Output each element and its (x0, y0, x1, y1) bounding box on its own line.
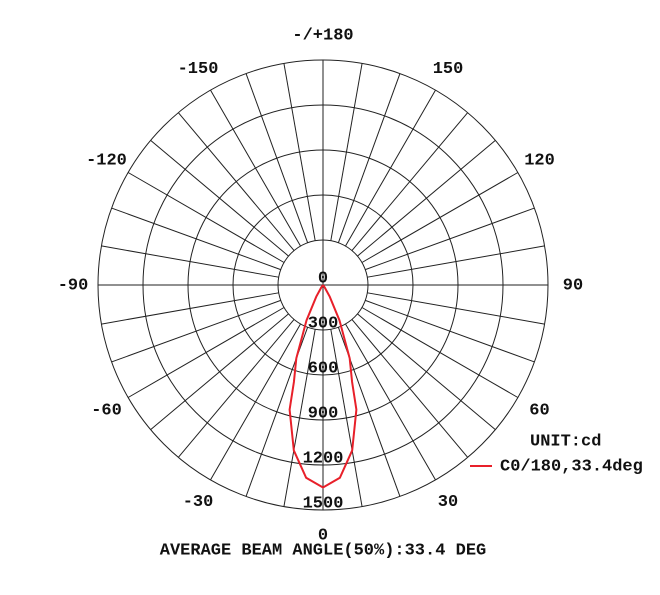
footer: AVERAGE BEAM ANGLE(50%):33.4 DEG (160, 541, 486, 560)
r-tick-label: 600 (308, 359, 339, 378)
spoke (283, 329, 316, 507)
spoke (210, 323, 301, 481)
spoke (345, 323, 436, 481)
angle-tick-label: 0 (318, 526, 328, 545)
spoke (210, 89, 301, 247)
spoke (111, 299, 281, 363)
r-tick-label: 900 (308, 404, 339, 423)
spoke (365, 299, 535, 363)
angle-tick-label: 30 (438, 493, 458, 512)
spoke (283, 63, 316, 241)
spoke (330, 63, 363, 241)
spoke (361, 307, 519, 398)
angle-tick-label: -90 (58, 276, 89, 295)
angle-tick-label: 150 (433, 60, 464, 79)
spoke (365, 207, 535, 271)
angle-tick-label: -/+180 (292, 26, 353, 45)
angle-tick-label: -120 (86, 151, 127, 170)
spoke (101, 292, 279, 325)
spoke (361, 172, 519, 263)
spoke (127, 172, 285, 263)
r-tick-label: 300 (308, 314, 339, 333)
spoke (177, 112, 295, 251)
spoke (150, 313, 289, 431)
unit-label: UNIT:cd (530, 432, 601, 451)
angle-tick-label: -150 (178, 60, 219, 79)
spoke (177, 319, 295, 458)
spoke (357, 139, 496, 257)
spoke (245, 73, 309, 243)
spoke (367, 245, 545, 278)
r-tick-label: 0 (318, 269, 328, 288)
spoke (127, 307, 285, 398)
spoke (345, 89, 436, 247)
spoke (111, 207, 281, 271)
spoke (367, 292, 545, 325)
angle-tick-label: -30 (183, 493, 214, 512)
spoke (150, 139, 289, 257)
spoke (351, 112, 469, 251)
angle-tick-label: 60 (529, 401, 549, 420)
angle-tick-label: 90 (563, 276, 583, 295)
r-tick-label: 1200 (303, 449, 344, 468)
angle-tick-label: 120 (524, 151, 555, 170)
spoke (101, 245, 279, 278)
spoke (357, 313, 496, 431)
spoke (351, 319, 469, 458)
r-tick-label: 1500 (303, 494, 344, 513)
spoke (330, 329, 363, 507)
angle-tick-label: -60 (91, 401, 122, 420)
spoke (337, 73, 401, 243)
intensity-curve (288, 284, 358, 489)
legend-label: C0/180,33.4deg (500, 457, 643, 476)
